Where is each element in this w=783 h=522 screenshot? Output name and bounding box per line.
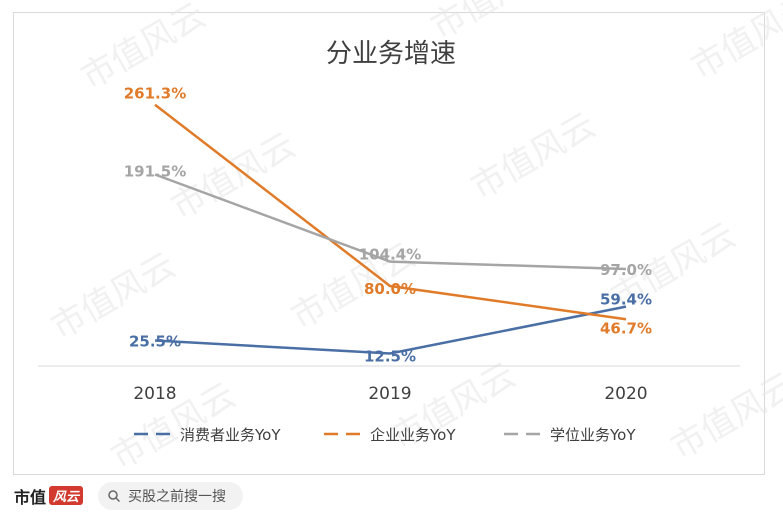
data-label: 25.5% <box>129 333 181 351</box>
chart-title: 分业务增速 <box>326 39 456 69</box>
data-label: 97.0% <box>600 261 652 279</box>
data-label: 12.5% <box>364 348 416 366</box>
series-line <box>154 103 627 321</box>
legend-label: 学位业务YoY <box>550 426 636 444</box>
x-tick-label: 2018 <box>133 384 176 404</box>
data-label: 104.4% <box>359 246 421 264</box>
brand-mark: 风云 <box>49 486 84 505</box>
watermark-text: 市值风云 <box>685 0 783 88</box>
brand-text: 市值 <box>14 488 47 507</box>
watermark-text: 市值风云 <box>75 0 213 98</box>
series-line <box>154 305 627 355</box>
data-label: 191.5% <box>124 163 186 181</box>
watermark-text: 市值风云 <box>465 105 603 208</box>
legend-label: 消费者业务YoY <box>180 426 281 444</box>
x-tick-label: 2019 <box>368 384 411 404</box>
chart-frame <box>13 12 765 475</box>
footer-brand-logo[interactable]: 市值 风云 <box>14 484 84 508</box>
series-line <box>154 173 627 271</box>
data-label: 80.0% <box>364 280 416 298</box>
x-tick-label: 2020 <box>604 384 647 404</box>
data-label: 59.4% <box>600 291 652 309</box>
legend-label: 企业业务YoY <box>370 426 456 444</box>
watermark-text: 市值风云 <box>665 365 783 468</box>
data-label: 261.3% <box>124 85 186 103</box>
search-icon <box>108 490 121 503</box>
search-placeholder: 买股之前搜一搜 <box>128 489 226 505</box>
search-box[interactable]: 买股之前搜一搜 <box>98 482 243 510</box>
data-label: 46.7% <box>600 319 652 337</box>
